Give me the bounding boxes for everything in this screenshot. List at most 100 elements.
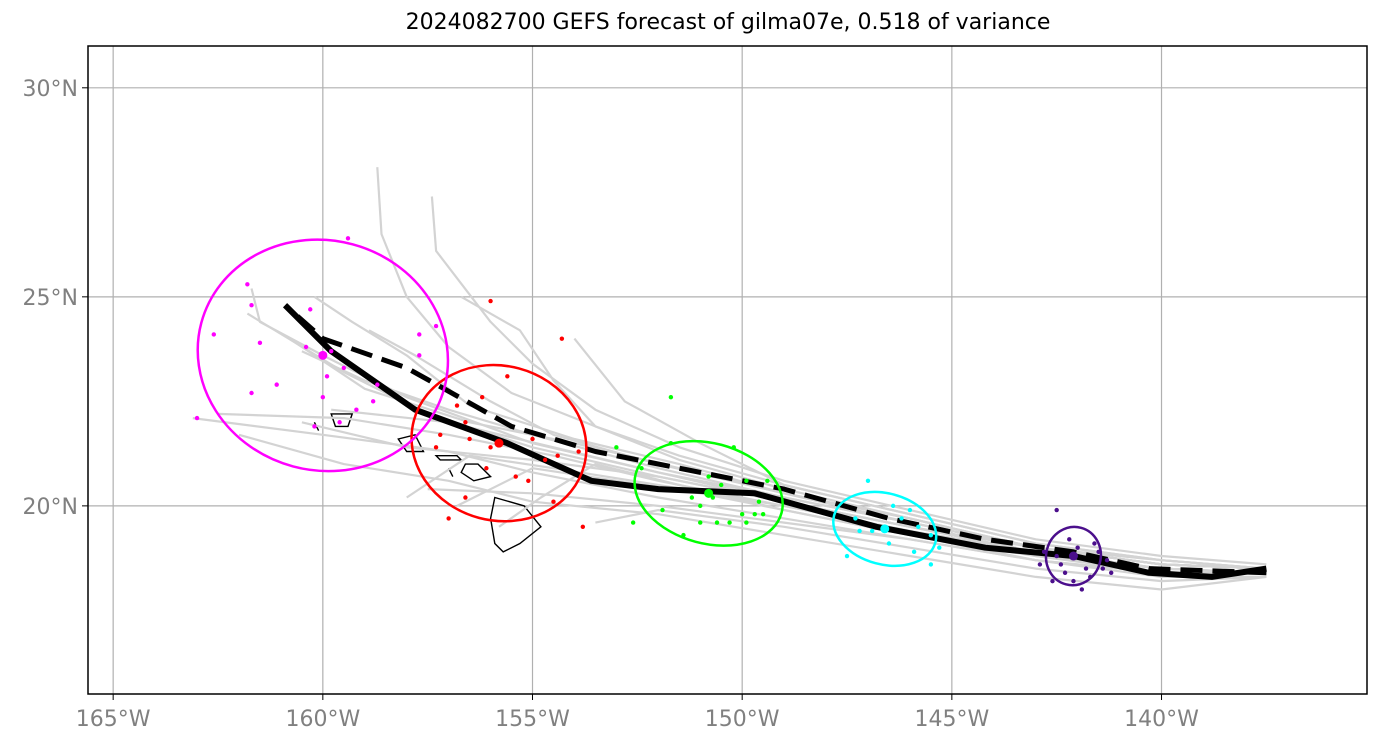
member-position: [580, 524, 586, 529]
uncertainty-ellipse: [832, 490, 938, 568]
ensemble-track: [595, 509, 1267, 583]
member-position: [324, 374, 330, 379]
member-position: [614, 445, 619, 450]
member-position: [689, 495, 695, 500]
member-position: [1075, 545, 1080, 550]
mean-position-marker: [318, 350, 328, 360]
island-outline: [447, 467, 454, 477]
member-position: [844, 553, 850, 559]
member-position: [454, 403, 460, 408]
member-position: [513, 474, 518, 479]
member-position: [274, 382, 279, 387]
mean-position-marker: [880, 524, 890, 534]
map-title: 2024082700 GEFS forecast of gilma07e, 0.…: [405, 10, 1051, 35]
member-position: [345, 236, 351, 241]
mean-position-marker: [494, 438, 504, 448]
ensemble-track: [331, 408, 1267, 570]
member-position: [744, 520, 749, 525]
member-position: [341, 365, 346, 371]
member-position: [211, 332, 217, 337]
lat-tick-label: 25°N: [23, 286, 78, 311]
member-position: [479, 394, 485, 400]
member-position: [1083, 566, 1089, 571]
member-position: [731, 445, 736, 450]
lat-tick-label: 20°N: [23, 495, 78, 520]
lat-tick-label: 30°N: [23, 77, 78, 102]
member-position: [370, 399, 376, 404]
island-outline: [434, 455, 463, 461]
member-position: [329, 348, 334, 354]
mean-position-marker: [1068, 551, 1078, 561]
member-position: [1096, 549, 1101, 555]
member-position: [928, 562, 934, 567]
lon-tick-label: 160°W: [285, 707, 360, 732]
member-position: [559, 336, 565, 341]
member-position: [446, 516, 451, 521]
member-position: [752, 512, 757, 517]
lon-tick-label: 145°W: [914, 707, 989, 732]
uncertainty-ellipse: [633, 439, 784, 547]
member-position: [853, 516, 858, 521]
member-position: [417, 353, 422, 358]
member-position: [417, 332, 422, 337]
member-position: [630, 520, 636, 525]
member-position: [320, 394, 326, 400]
member-position: [1071, 578, 1076, 584]
member-position: [249, 303, 254, 308]
lon-tick-label: 150°W: [705, 707, 780, 732]
member-position: [714, 520, 720, 525]
member-position: [1100, 566, 1106, 571]
member-position: [1050, 578, 1055, 584]
member-position: [1079, 587, 1085, 592]
member-position: [719, 482, 724, 488]
lon-tick-label: 155°W: [495, 707, 570, 732]
map-frame: [87, 45, 1368, 695]
member-position: [668, 394, 674, 400]
uncertainty-ellipse: [1044, 525, 1103, 587]
member-position: [249, 390, 254, 396]
member-position: [463, 420, 468, 425]
member-position: [1041, 549, 1047, 555]
uncertainty-ellipses: [196, 238, 1103, 587]
member-position: [530, 436, 535, 442]
member-position: [1054, 507, 1059, 513]
member-position: [438, 432, 443, 437]
member-position: [354, 407, 359, 412]
member-position: [433, 323, 439, 329]
member-position: [488, 298, 493, 304]
ensemble-track: [301, 421, 1267, 570]
ensemble-track: [430, 196, 1267, 566]
member-position: [744, 478, 749, 483]
member-position: [312, 424, 317, 429]
axis-ticks: 165°W 160°W 155°W 150°W 145°W 140°W 30°N 25°N 20…: [23, 77, 1200, 732]
member-position: [886, 541, 892, 546]
island-outline: [330, 413, 354, 428]
member-position: [1058, 562, 1064, 567]
member-position: [1067, 537, 1072, 542]
uncertainty-ellipse: [196, 238, 450, 473]
member-position: [1062, 570, 1068, 575]
member-position: [257, 340, 263, 346]
member-position: [857, 528, 862, 534]
member-position: [890, 503, 896, 509]
grid-lines: [88, 46, 1367, 694]
member-position: [1054, 553, 1059, 559]
member-position: [488, 445, 493, 450]
member-position: [668, 440, 674, 446]
member-position: [433, 445, 439, 450]
deterministic-track: [283, 303, 1267, 576]
member-position: [505, 374, 510, 379]
member-position: [542, 457, 548, 463]
member-position: [463, 495, 468, 500]
member-position: [1104, 558, 1110, 563]
member-position: [1109, 570, 1114, 575]
member-position: [375, 382, 380, 387]
member-position: [526, 478, 531, 483]
member-position: [576, 449, 581, 454]
member-position: [760, 512, 766, 517]
member-position: [245, 282, 250, 287]
island-outline: [489, 496, 542, 553]
lon-tick-label: 140°W: [1124, 707, 1199, 732]
member-position: [484, 466, 489, 471]
